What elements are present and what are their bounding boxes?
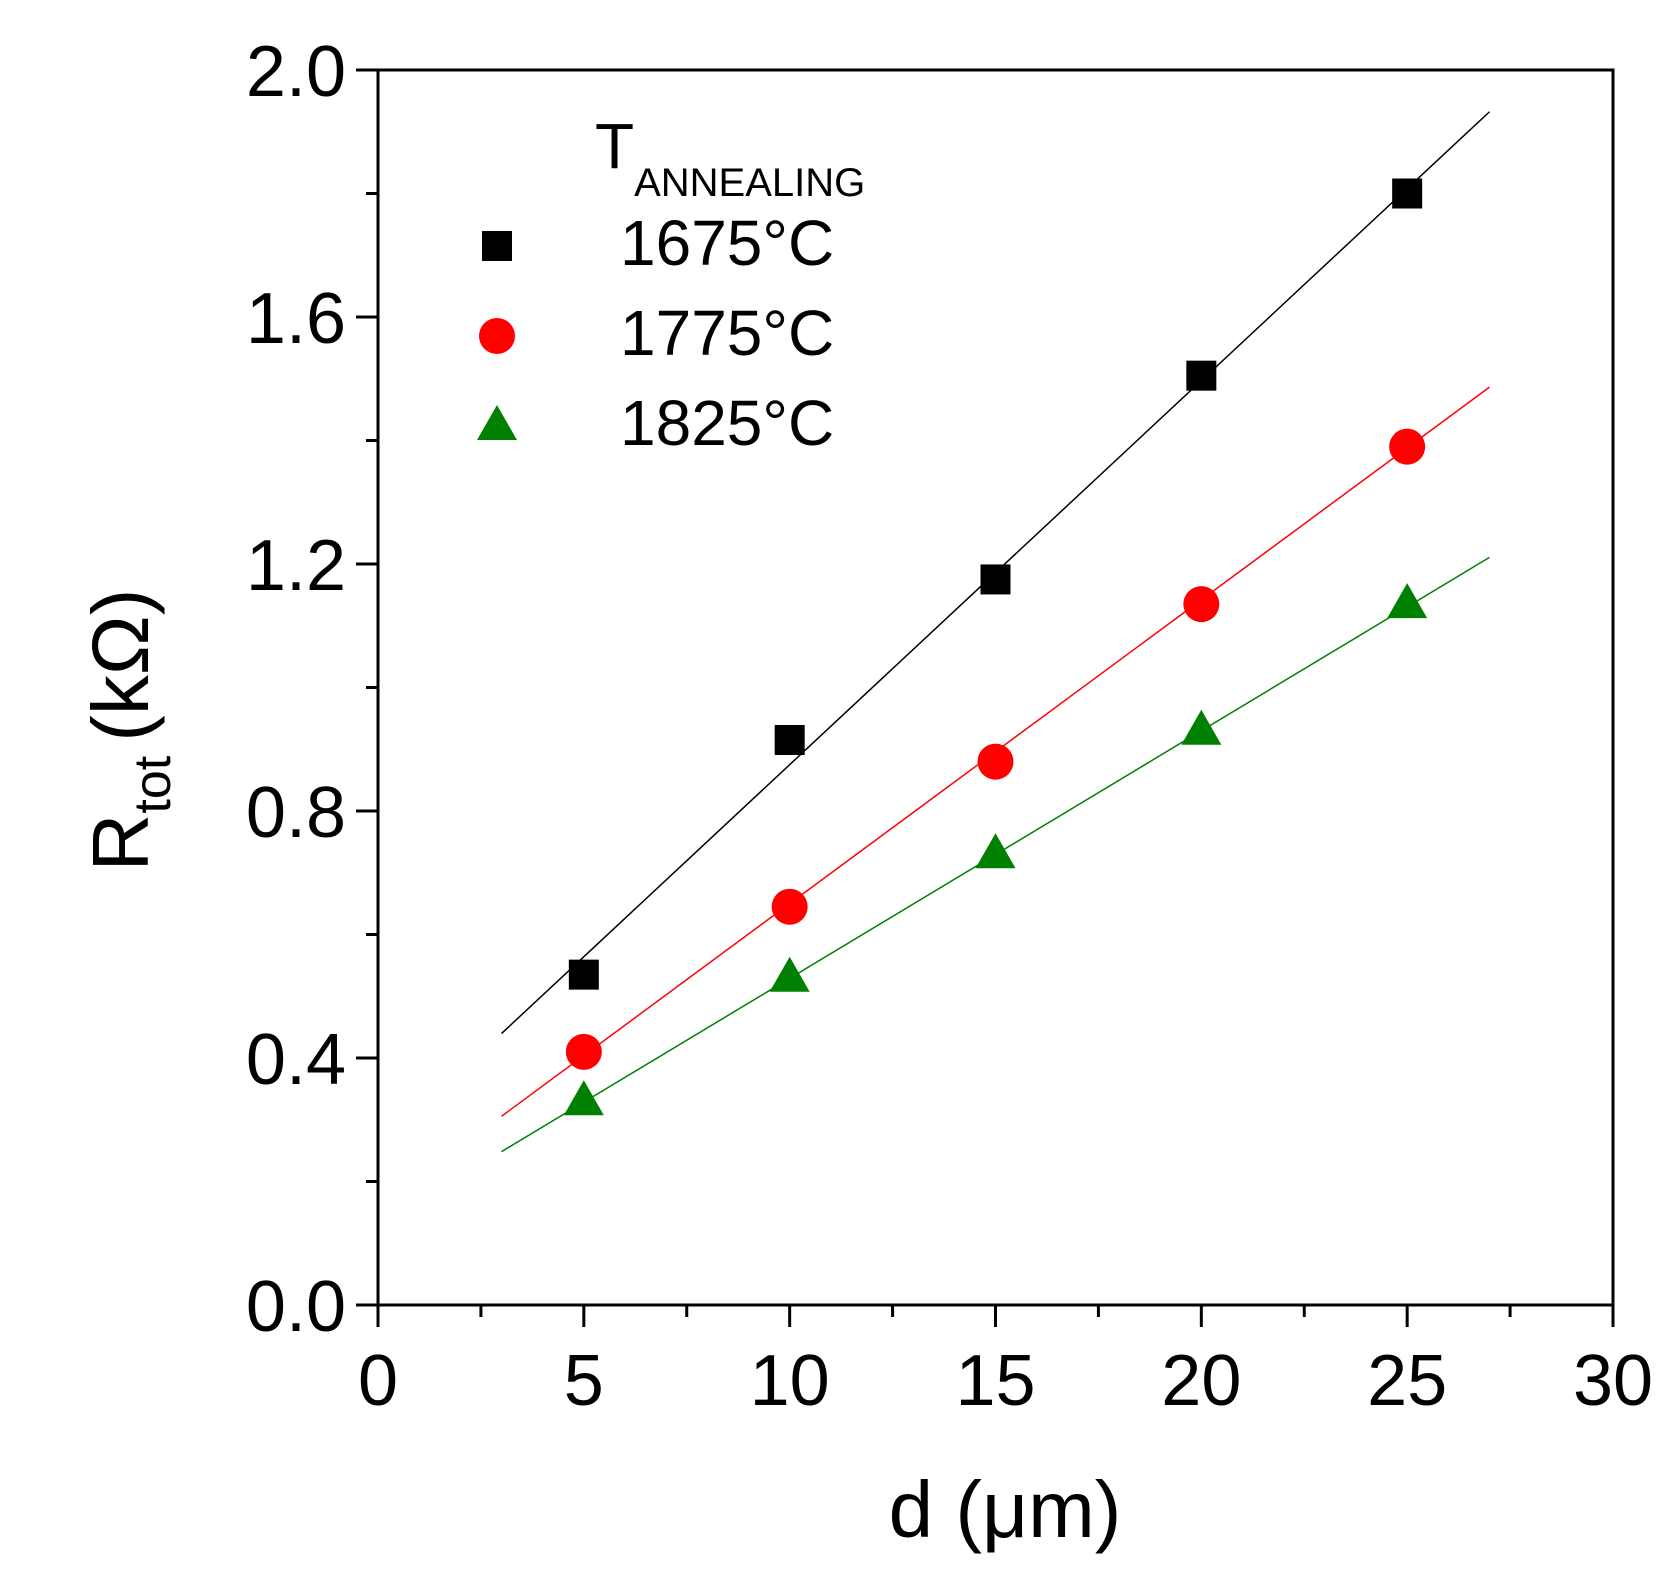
axes-layer: 0 5 10 15 20 25 30 0.0 0.4 0.8 1.2 1.6 2.0 [246, 32, 1653, 1421]
legend-entry-label: 1825°C [620, 387, 834, 459]
data-point [975, 833, 1016, 869]
data-point [1181, 709, 1222, 745]
legend-marker [482, 231, 512, 261]
x-tick-label: 15 [955, 1341, 1035, 1421]
plot-frame [376, 68, 1615, 1307]
x-tick-label: 30 [1573, 1341, 1653, 1421]
x-tick-label: 5 [564, 1341, 604, 1421]
data-point [1183, 586, 1220, 623]
data-point [1392, 178, 1423, 209]
legend-entry-label: 1775°C [620, 297, 834, 369]
axis-titles: d (μm) Rtot(kΩ) [76, 589, 1121, 1554]
legend-entry-label: 1675°C [620, 207, 834, 279]
y-tick-label: 1.6 [246, 279, 346, 359]
y-tick-label: 0.4 [246, 1020, 346, 1100]
y-tick-label: 2.0 [246, 32, 346, 112]
x-tick-label: 20 [1161, 1341, 1241, 1421]
data-point [1389, 428, 1426, 465]
legend-marker [477, 405, 517, 440]
legend-title: TANNEALING [595, 110, 865, 205]
x-tick-label: 25 [1367, 1341, 1447, 1421]
legend: TANNEALING 1675°C 1775°C 1825°C [477, 110, 865, 459]
x-axis-title: d (μm) [889, 1465, 1122, 1554]
y-tick-label: 0.8 [246, 773, 346, 853]
data-point [977, 743, 1014, 780]
x-tick-label: 0 [358, 1341, 398, 1421]
data-point [1186, 360, 1217, 391]
data-point [565, 1033, 602, 1070]
y-axis-title: Rtot(kΩ) [76, 589, 182, 872]
data-point [769, 956, 810, 992]
data-point [563, 1080, 604, 1116]
y-tick-label: 1.2 [246, 526, 346, 606]
data-point [980, 564, 1011, 595]
legend-marker [479, 318, 515, 354]
data-markers [563, 178, 1428, 1116]
x-tick-label: 10 [750, 1341, 830, 1421]
data-point [1387, 583, 1428, 619]
data-point [568, 959, 599, 990]
data-point [771, 888, 808, 925]
data-point [774, 724, 805, 755]
y-tick-label: 0.0 [246, 1267, 346, 1347]
